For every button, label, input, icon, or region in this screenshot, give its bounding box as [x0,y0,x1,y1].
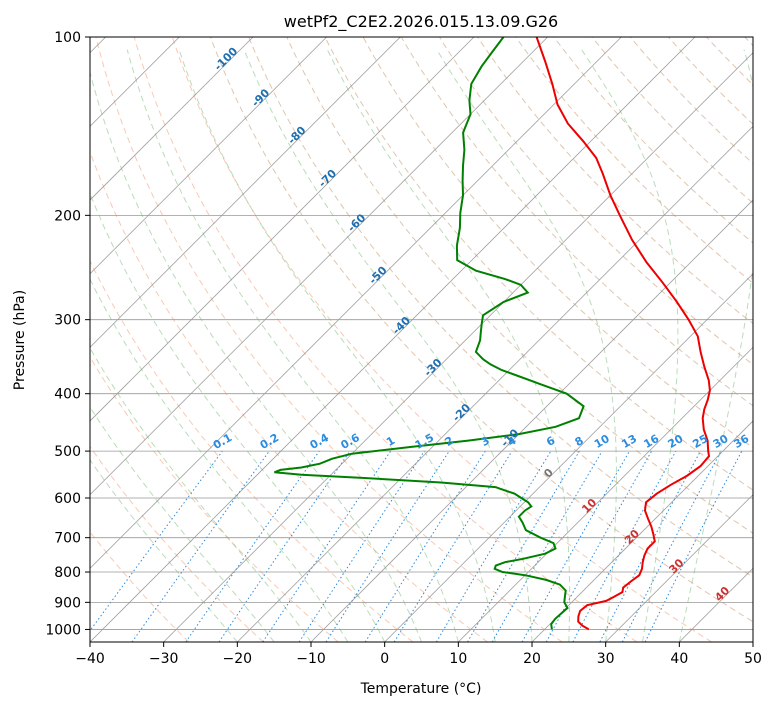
isotherm-line [310,199,753,642]
isotherm-line [163,52,753,642]
moist-adiabat-line [436,49,617,642]
dry-adiabat-line [438,37,753,366]
isotherm-line [90,37,475,422]
moist-adiabat-line [90,278,349,642]
isotherm-line [90,37,327,275]
x-tick-label: 30 [597,651,615,667]
moist-adiabat-line [178,49,496,642]
isotherm-line [90,37,548,496]
dewpoint-profile [274,37,585,630]
y-tick-label: 500 [54,444,81,460]
mixing-ratio-line [185,450,320,642]
mixing-ratio-line [325,450,450,642]
y-tick-label: 400 [54,387,81,403]
y-tick-label: 600 [54,491,81,507]
isotherm-line [90,37,401,348]
moist-adiabat-line [90,70,422,642]
moist-adiabat-line [126,49,459,642]
x-tick-label: 40 [670,651,688,667]
dry-adiabat-line [248,37,753,578]
moist-adiabat-line [90,459,238,642]
moist-adiabat-line [678,49,753,642]
moist-adiabat-line [326,49,571,642]
x-tick-label: −30 [149,651,179,667]
mixing-ratio-line [131,450,270,642]
mixing-ratio-line [572,450,677,642]
dry-adiabat-line [133,37,638,642]
y-tick-label: 900 [54,595,81,611]
mixing-ratio-line [521,450,630,642]
x-tick-label: 10 [449,651,467,667]
x-tick-label: 50 [744,651,762,667]
isotherm-line [531,420,753,642]
isotherm-line [458,346,753,642]
mixing-ratio-line [298,450,425,642]
chart-title: wetPf2_C2E2.2026.015.13.09.G26 [284,12,558,32]
x-tick-label: −20 [223,651,253,667]
dry-adiabat-line [553,37,753,244]
y-axis-title: Pressure (hPa) [12,290,28,390]
mixing-ratio-line [90,450,223,632]
y-tick-label: 100 [54,30,81,46]
y-tick-label: 800 [54,565,81,581]
dry-adiabat-line [591,37,753,204]
dry-adiabat-line [286,37,753,534]
x-tick-label: −40 [75,651,105,667]
y-tick-label: 200 [54,208,81,224]
mixing-ratio-line [218,450,351,642]
mixing-ratio-line [644,450,743,642]
y-tick-label: 300 [54,313,81,329]
x-tick-label: −10 [296,651,326,667]
moist-adiabat-line [90,406,275,642]
dry-adiabat-line [324,37,753,491]
mixing-ratio-line [545,450,653,642]
mixing-ratio-line [393,450,513,642]
isotherm-line [384,273,753,642]
x-axis-title: Temperature (°C) [360,681,482,697]
isotherm-line [237,125,753,642]
dry-adiabat-line [629,37,753,165]
y-tick-label: 1000 [45,622,81,638]
isotherm-line [605,494,753,642]
x-tick-label: 0 [380,651,389,667]
temperature-profile [535,37,711,631]
x-tick-label: 20 [523,651,541,667]
mixing-ratio-line [262,450,392,642]
isotherm-line [90,37,696,642]
plot-frame [89,36,754,643]
moist-adiabat-line [243,49,533,642]
isotherm-line [90,37,622,569]
y-tick-label: 700 [54,531,81,547]
dry-adiabat-line [362,37,753,449]
isotherm-line [90,37,254,201]
